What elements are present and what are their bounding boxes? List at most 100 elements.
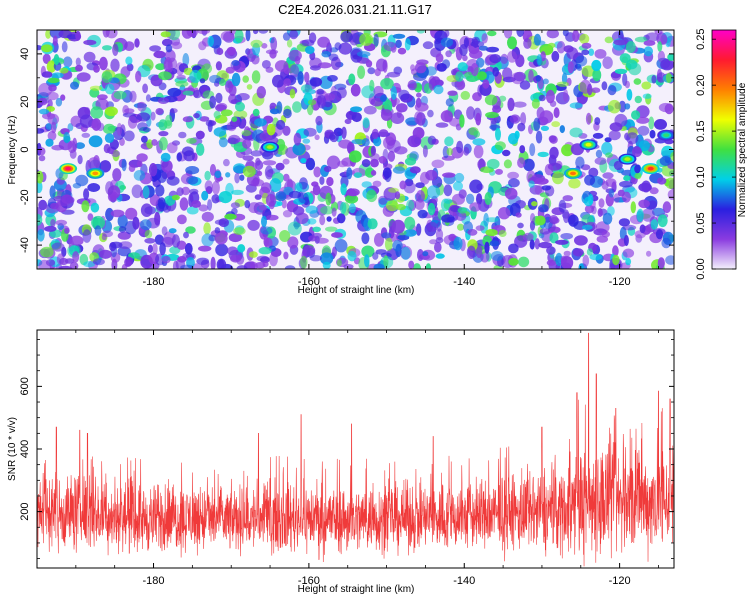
spectrogram-cell bbox=[579, 33, 590, 45]
spectrogram-cell bbox=[626, 88, 633, 101]
spectrogram-cell bbox=[567, 61, 574, 74]
spectrogram-cell bbox=[522, 232, 534, 242]
spectrogram-cell bbox=[513, 101, 527, 108]
spectrogram-cell bbox=[226, 246, 239, 256]
spectrogram-cell bbox=[605, 152, 613, 158]
spectrogram-cell bbox=[400, 246, 411, 260]
spectrogram-cell bbox=[428, 78, 436, 91]
spectrogram-cell bbox=[414, 62, 427, 74]
spectrogram-cell bbox=[442, 172, 456, 178]
spectrogram-cell bbox=[476, 244, 483, 259]
spectrogram-cell bbox=[572, 248, 584, 257]
spectrogram-cell bbox=[38, 82, 53, 97]
spectrogram-cell bbox=[176, 187, 184, 197]
spectrogram-cell bbox=[252, 108, 260, 117]
spectrogram-cell bbox=[104, 83, 115, 95]
spectrogram-cell bbox=[473, 130, 480, 138]
spectrogram-cell bbox=[539, 110, 554, 124]
spectrogram-cell bbox=[660, 34, 668, 45]
spectrogram-cell bbox=[589, 253, 602, 261]
spectrogram-cell bbox=[551, 50, 560, 62]
spectrogram-cell bbox=[575, 156, 585, 169]
x-tick-label: -140 bbox=[453, 276, 475, 288]
spectrogram-cell bbox=[102, 45, 112, 51]
spectrogram-cell bbox=[416, 92, 422, 98]
spectrogram-cell bbox=[209, 74, 222, 84]
spectrogram-cell bbox=[168, 228, 177, 234]
spectrogram-cell bbox=[398, 89, 410, 101]
spectrogram-cell bbox=[351, 139, 366, 145]
spectrogram-cell bbox=[657, 41, 663, 52]
spectrogram-cell bbox=[504, 187, 518, 200]
spectrogram-cell bbox=[294, 182, 303, 194]
spectrogram-cell bbox=[75, 142, 85, 150]
spectrogram-cell bbox=[178, 131, 187, 139]
spectrogram-cell bbox=[576, 65, 583, 71]
spectrogram-cell bbox=[215, 243, 229, 257]
spectrogram-cell bbox=[657, 214, 668, 228]
spectrogram-cell bbox=[266, 214, 279, 221]
spectrogram-cell bbox=[473, 144, 484, 159]
spectrogram-cell bbox=[454, 172, 465, 183]
spectrogram-cell bbox=[276, 101, 283, 114]
spectrogram-cell bbox=[507, 97, 515, 111]
spectrogram-cell bbox=[287, 236, 299, 249]
spectrogram-cell bbox=[90, 202, 100, 213]
spectrogram-cell bbox=[275, 162, 285, 171]
spectrogram-cell bbox=[507, 50, 518, 63]
spectrogram-cell bbox=[256, 255, 270, 262]
spectrogram-cell bbox=[303, 245, 316, 257]
spectrogram-cell bbox=[105, 30, 118, 39]
spectrogram-cell bbox=[560, 233, 573, 240]
spectrogram-cell bbox=[523, 158, 535, 172]
spectrogram-cell bbox=[581, 42, 592, 49]
spectrogram-cell bbox=[370, 153, 380, 162]
spectrogram-cell bbox=[142, 185, 150, 199]
spectrogram-cell bbox=[341, 126, 347, 139]
spectrogram-cell bbox=[185, 226, 196, 234]
spectrogram-cell bbox=[250, 39, 263, 48]
spectrogram-cell bbox=[467, 229, 478, 236]
spectrogram-cell bbox=[128, 164, 136, 172]
spectrogram-cell bbox=[135, 70, 142, 83]
spectrogram-cell bbox=[125, 207, 138, 220]
snr-x-axis-label: Height of straight line (km) bbox=[298, 584, 415, 595]
spectrogram-cell bbox=[604, 36, 614, 44]
spectrogram-cell bbox=[546, 259, 557, 266]
spectrogram-cell bbox=[608, 189, 615, 198]
spectrogram-cell bbox=[597, 208, 603, 217]
spectrogram-cell bbox=[495, 168, 503, 175]
spectrogram-cell bbox=[414, 111, 423, 125]
spectrogram-cell bbox=[84, 107, 90, 115]
spectrogram-cell bbox=[660, 58, 674, 71]
spectrogram-cell bbox=[140, 203, 153, 217]
spectrogram-cell bbox=[641, 208, 655, 222]
spectrogram-cell bbox=[329, 131, 339, 143]
spectrogram-cell bbox=[638, 199, 650, 209]
spectrogram-cell bbox=[667, 189, 674, 200]
spectrogram-cell bbox=[305, 205, 318, 214]
spectrogram-cell bbox=[667, 53, 674, 61]
spectrogram-cell bbox=[657, 257, 665, 269]
spectrogram-cell bbox=[444, 136, 454, 147]
spectrogram-cell bbox=[591, 87, 601, 93]
y-tick-label: 200 bbox=[19, 502, 31, 520]
spectrogram-cell bbox=[204, 180, 213, 193]
spectrogram-cell bbox=[315, 115, 323, 126]
spectrogram-cell bbox=[495, 127, 501, 141]
spectrogram-cell bbox=[230, 254, 242, 263]
spectrogram-cell bbox=[314, 134, 320, 141]
spectrogram-cell bbox=[486, 158, 500, 170]
x-tick-label: -160 bbox=[298, 276, 320, 288]
spectrogram-cell bbox=[626, 59, 638, 70]
spectrogram-cell bbox=[199, 78, 206, 84]
spectrogram-cell bbox=[90, 106, 104, 119]
spectrogram-cell bbox=[390, 85, 397, 100]
spectrogram-cell bbox=[373, 85, 384, 97]
spectrogram-cell bbox=[319, 176, 325, 185]
spectrogram-cell bbox=[645, 32, 660, 42]
spectrogram-cell bbox=[231, 116, 238, 122]
spectrogram-cell bbox=[613, 160, 623, 171]
spectrogram-cell bbox=[197, 30, 210, 35]
spectrogram-cell bbox=[602, 56, 613, 69]
